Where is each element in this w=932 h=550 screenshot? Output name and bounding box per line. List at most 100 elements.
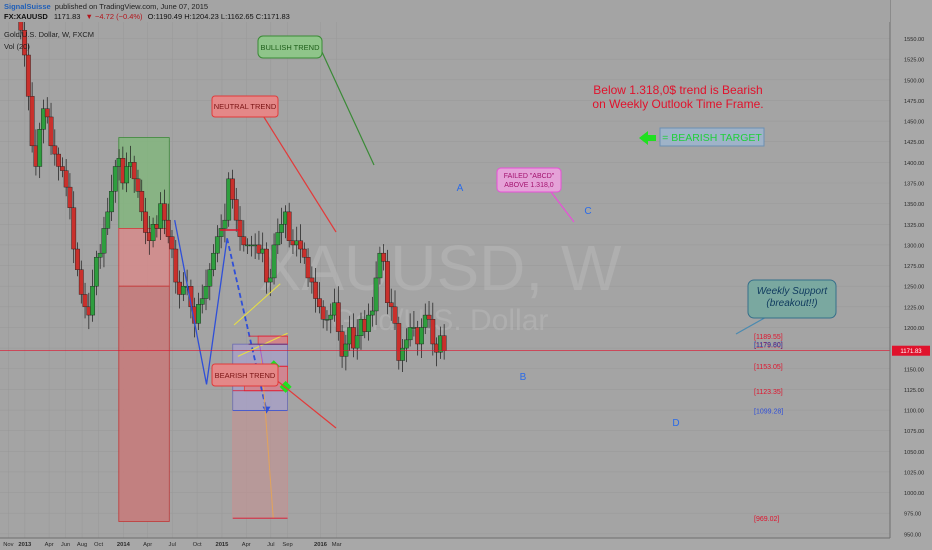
level-label: [1123.35]	[754, 389, 783, 396]
weekly-support-label-2: (breakout!!)	[766, 298, 817, 309]
candle-body	[237, 219, 243, 237]
candle-body	[211, 252, 216, 270]
candle-body	[313, 281, 319, 299]
weekly-support-callout[interactable]: Weekly Support (breakout!!)	[735, 279, 837, 335]
candle-body	[381, 252, 387, 262]
indicator-legend[interactable]: Vol (20)	[4, 42, 30, 51]
candle-body	[131, 162, 137, 180]
x-tick-label: Mar	[332, 542, 342, 548]
bullish-trend-label: BULLISH TREND	[260, 43, 320, 52]
candle-body	[199, 298, 205, 305]
y-tick-label: 1450.00	[904, 120, 924, 126]
x-tick-label: Jul	[267, 542, 274, 548]
y-tick-label: 1475.00	[904, 99, 924, 105]
x-tick-label: Apr	[242, 542, 251, 548]
x-tick-label: 2015	[215, 542, 229, 548]
level-label: [1099.28]	[754, 409, 783, 416]
y-tick-label: 1375.00	[904, 181, 924, 187]
channel-upper	[233, 283, 281, 326]
candle-body	[78, 269, 84, 295]
candle-body	[75, 248, 80, 270]
y-tick-label: 1500.00	[904, 78, 924, 84]
candle-body	[301, 248, 307, 258]
candle-body	[354, 335, 360, 349]
weekly-support-box	[747, 279, 837, 319]
neutral-callout-box	[211, 95, 279, 118]
candle-body	[67, 186, 73, 208]
candle-body	[56, 153, 61, 167]
candle-body	[124, 166, 130, 184]
bearish-target-legend[interactable]: = BEARISH TARGET	[639, 127, 765, 147]
candles	[16, 0, 447, 373]
candle-body	[392, 306, 398, 324]
candle-body	[271, 244, 277, 279]
bullish-callout-pointer	[321, 51, 375, 166]
x-tick-label: Sep	[282, 542, 292, 548]
y-tick-label: 975.00	[904, 512, 921, 518]
candle-body	[335, 302, 341, 332]
candle-body	[377, 252, 383, 279]
weekly-support-label-1: Weekly Support	[757, 286, 829, 297]
x-tick-label: Oct	[94, 542, 103, 548]
candle-body	[90, 285, 96, 316]
candle-body	[305, 257, 311, 279]
candle-body	[422, 314, 428, 328]
candle-body	[214, 236, 220, 254]
candle-body	[143, 211, 148, 233]
failed-abcd-box	[496, 167, 562, 193]
instrument-legend[interactable]: Gold/U.S. Dollar, W, FXCM	[4, 30, 94, 39]
neutral-trend-callout[interactable]: NEUTRAL TREND	[211, 95, 337, 233]
candle-body	[135, 178, 141, 192]
symbol[interactable]: FX:XAUUSD	[4, 12, 48, 21]
candle-body	[218, 228, 224, 237]
y-tick-label: 1075.00	[904, 429, 924, 435]
publisher[interactable]: SignalSuisse	[4, 2, 51, 11]
candle-body	[203, 285, 209, 299]
bearish-note-line-2: on Weekly Outlook Time Frame.	[592, 97, 763, 111]
candle-body	[324, 319, 330, 321]
bearish-trend-callout[interactable]: BEARISH TREND	[211, 363, 337, 429]
abcd-point-d: D	[672, 418, 679, 429]
candle-body	[139, 191, 145, 213]
y-axis-background	[890, 0, 932, 550]
candle-body	[52, 145, 58, 155]
candle-body	[93, 257, 99, 287]
candle-body	[63, 170, 69, 188]
x-axis: Nov 2013 Apr Jun Aug Oct 2014 Apr Jul Oct 2015 Apr J…	[0, 537, 932, 550]
candle-body	[267, 277, 273, 283]
failed-abcd-callout[interactable]: FAILED "ABCD" ABOVE 1.318,0	[496, 167, 575, 223]
candle-body	[328, 314, 334, 320]
candle-body	[44, 108, 50, 118]
candle-body	[162, 203, 167, 221]
failed-abcd-label-2: ABOVE 1.318,0	[504, 182, 554, 189]
candle-body	[366, 314, 371, 332]
channel-lower	[237, 332, 288, 357]
candle-body	[430, 319, 436, 345]
candle-body	[275, 232, 281, 246]
candle-body	[207, 269, 213, 287]
header-line-1: SignalSuisse published on TradingView.co…	[4, 2, 208, 11]
candle-body	[196, 304, 201, 324]
candle-body	[180, 285, 186, 295]
x-tick-label: Apr	[45, 542, 54, 548]
x-tick-label: Oct	[193, 542, 202, 548]
candle-body	[286, 211, 292, 241]
candle-body	[279, 224, 285, 233]
y-tick-label: 1350.00	[904, 202, 924, 208]
candle-body	[169, 236, 175, 250]
candle-body	[101, 228, 107, 254]
candle-body	[230, 178, 235, 200]
y-tick-label: 1525.00	[904, 58, 924, 64]
candle-body	[400, 347, 405, 361]
candle-body	[369, 310, 375, 316]
y-tick-label: 1300.00	[904, 243, 924, 249]
price-tag-label: 1171.83	[900, 349, 922, 355]
bullish-trend-callout[interactable]: BULLISH TREND	[257, 35, 375, 166]
candle-body	[59, 166, 65, 171]
candle-body	[419, 327, 424, 345]
y-tick-label: 1025.00	[904, 470, 924, 476]
candle-body	[71, 207, 77, 250]
x-tick-label: Nov	[3, 542, 13, 548]
